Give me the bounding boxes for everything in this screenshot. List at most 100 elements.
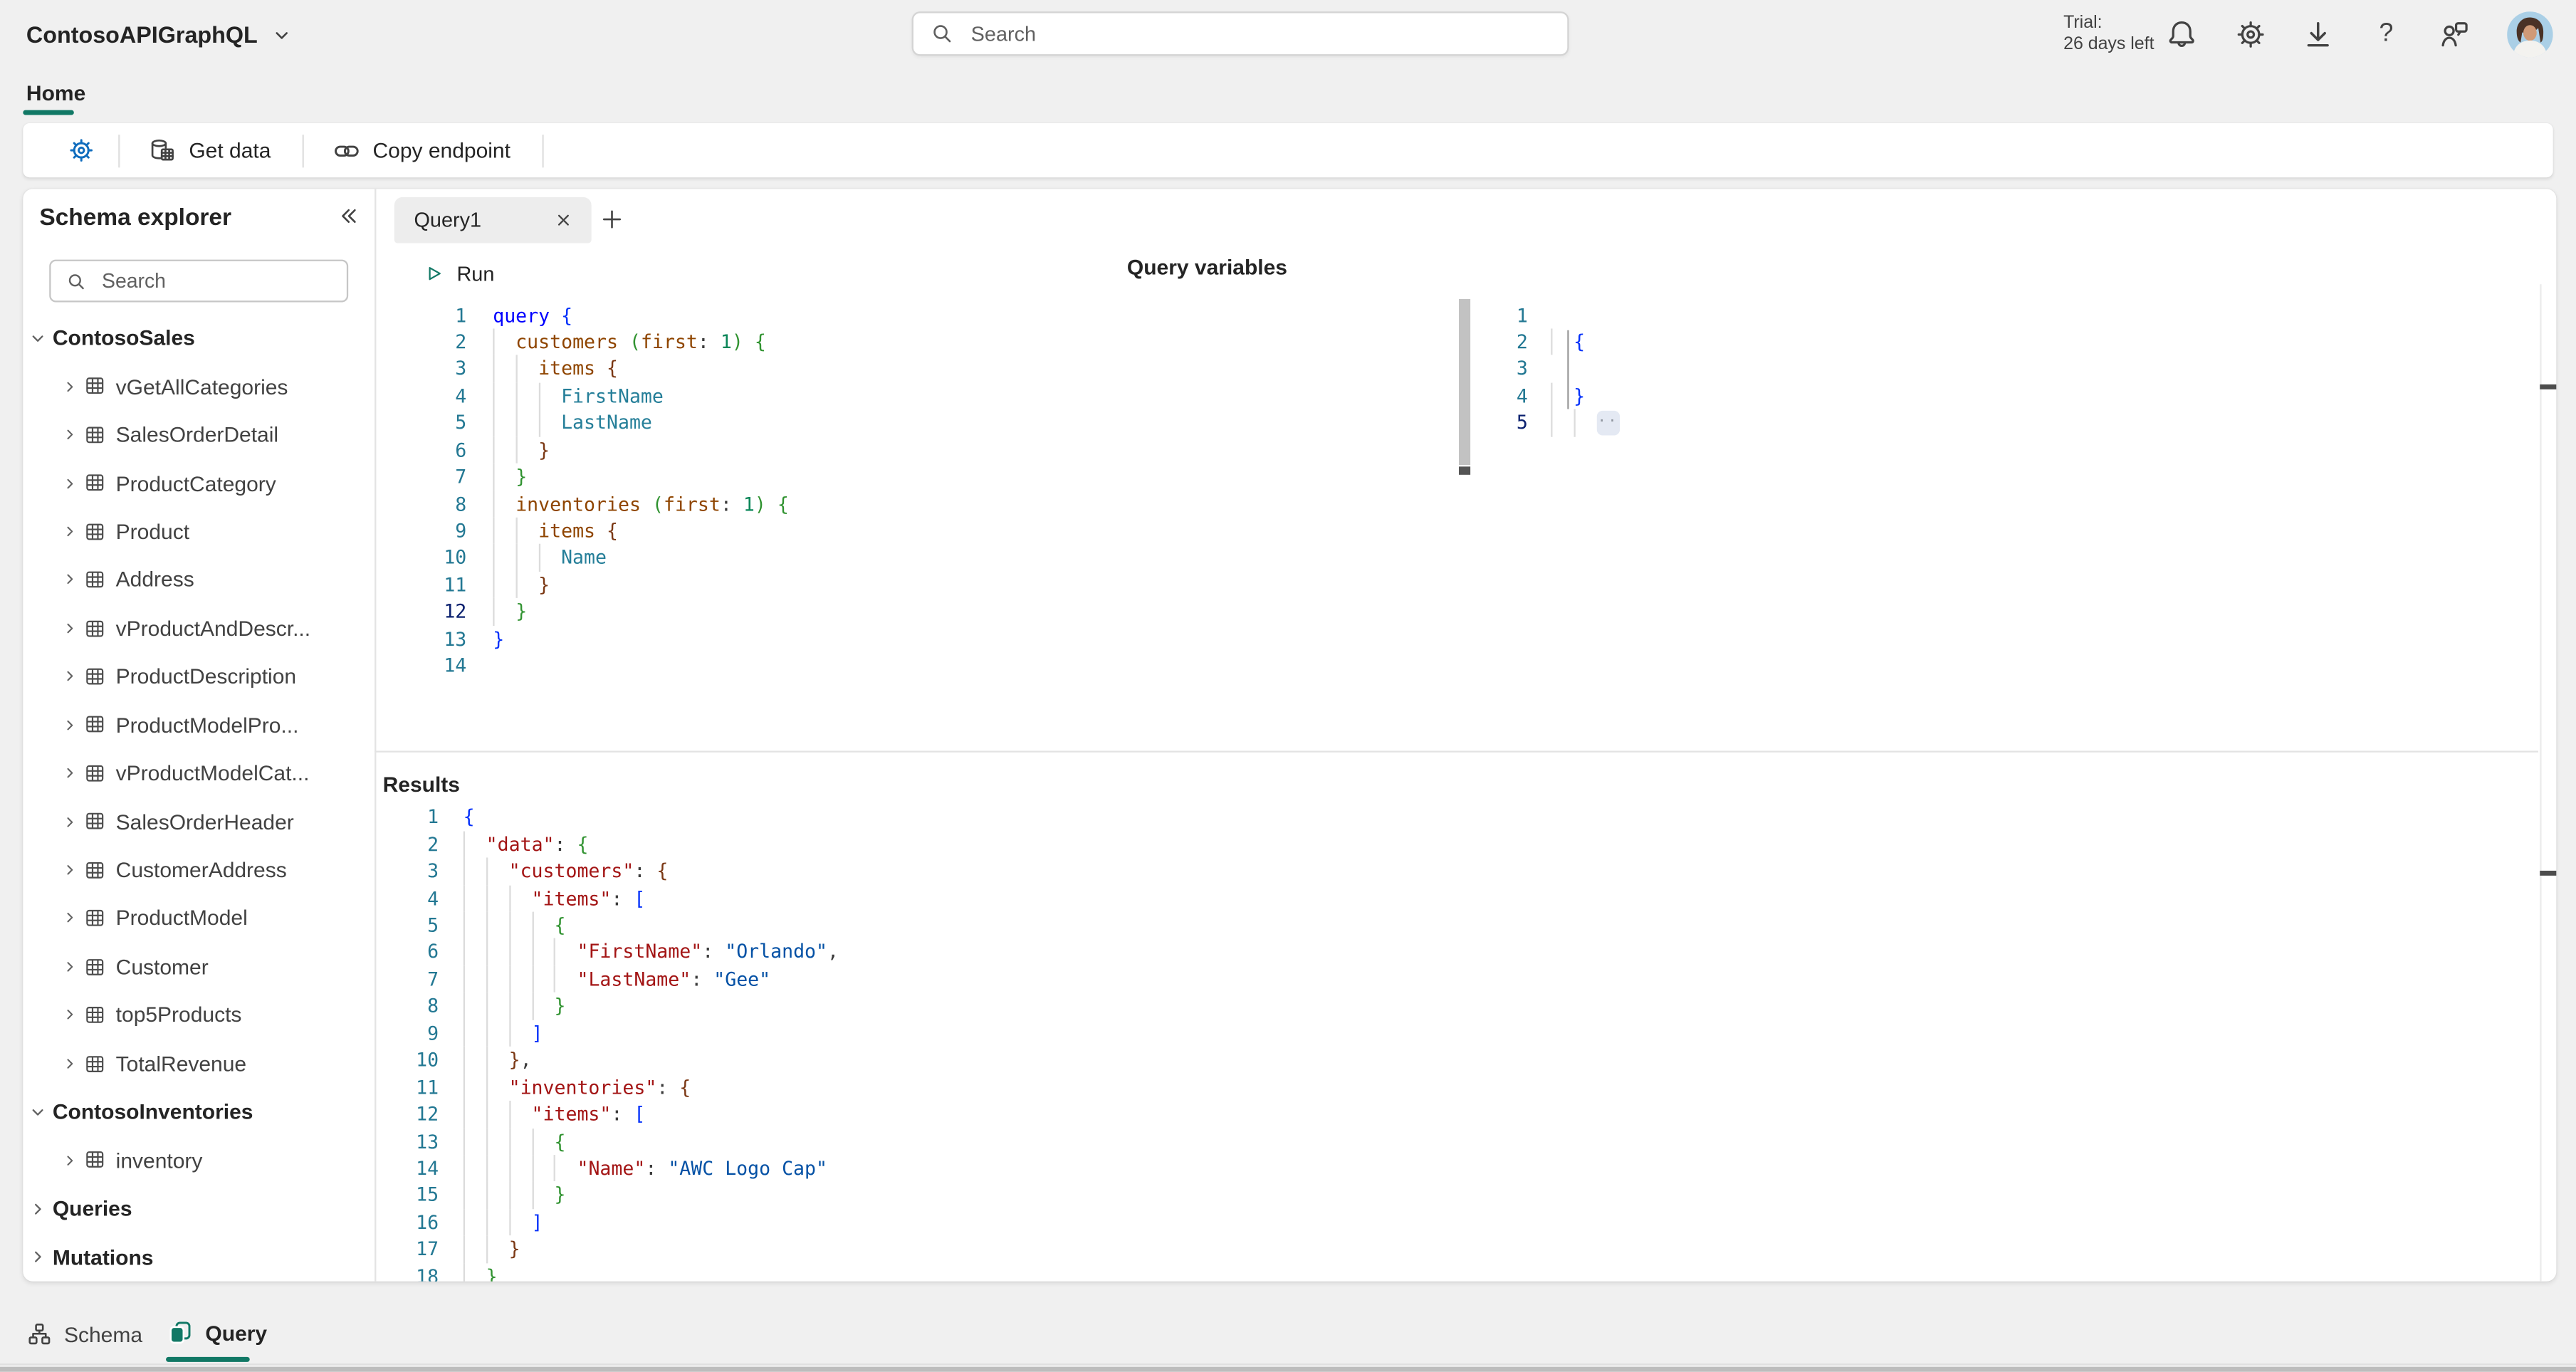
- notifications-bell-icon[interactable]: [2165, 18, 2198, 51]
- tree-item-salesorderdetail[interactable]: SalesOrderDetail: [23, 411, 372, 459]
- results-divider: [375, 750, 2538, 753]
- line-number: 9: [455, 519, 467, 543]
- view-tab-query[interactable]: Query: [166, 1314, 267, 1351]
- toolbar-divider: [118, 134, 120, 167]
- code-line: 4 FirstName: [396, 382, 789, 410]
- table-icon: [84, 1004, 106, 1026]
- tree-item-salesorderheader[interactable]: SalesOrderHeader: [23, 797, 372, 846]
- chevron-right-icon: [63, 959, 78, 974]
- tree-item-customeraddress[interactable]: CustomerAddress: [23, 846, 372, 894]
- run-query-button[interactable]: Run: [424, 260, 494, 288]
- scroll-indicator[interactable]: [2540, 383, 2557, 389]
- tree-group-contosoinventories[interactable]: ContosoInventories: [23, 1087, 372, 1136]
- tree-item-productmodelpro[interactable]: ProductModelPro...: [23, 701, 372, 749]
- search-icon: [930, 21, 955, 46]
- tree-item-label: top5Products: [115, 1002, 242, 1027]
- tree-group-mutations[interactable]: Mutations: [23, 1232, 372, 1281]
- tree-group-contososales[interactable]: ContosoSales: [23, 314, 372, 362]
- graphql-query-editor[interactable]: 1 query {2 customers (first: 1) {3 items …: [396, 301, 789, 679]
- tree-item-productdescription[interactable]: ProductDescription: [23, 652, 372, 701]
- tree-item-top5products[interactable]: top5Products: [23, 991, 372, 1040]
- tree-item-label: ProductDescription: [115, 664, 297, 689]
- code-line: 14 "Name": "AWC Logo Cap": [396, 1155, 839, 1182]
- line-number: 4: [427, 886, 439, 910]
- code-line: 16 ]: [396, 1208, 839, 1236]
- chevron-right-icon: [63, 766, 78, 781]
- line-number: 17: [416, 1237, 439, 1261]
- tree-item-product[interactable]: Product: [23, 507, 372, 555]
- query-view-label: Query: [205, 1319, 268, 1345]
- tree-item-vgetallcategories[interactable]: vGetAllCategories: [23, 362, 372, 411]
- tree-group-queries[interactable]: Queries: [23, 1184, 372, 1232]
- tree-item-label: ContosoInventories: [52, 1099, 253, 1124]
- tree-item-totalrevenue[interactable]: TotalRevenue: [23, 1040, 372, 1088]
- line-number: 7: [455, 465, 467, 488]
- line-number: 7: [427, 967, 439, 991]
- table-icon: [84, 907, 106, 929]
- schema-explorer-title: Schema explorer: [39, 205, 232, 232]
- feedback-icon[interactable]: [2438, 18, 2471, 51]
- tree-item-address[interactable]: Address: [23, 555, 372, 604]
- help-icon[interactable]: ?: [2379, 19, 2394, 48]
- line-number: 1: [1516, 303, 1528, 327]
- view-tab-schema[interactable]: Schema: [26, 1316, 142, 1352]
- code-line: 4 "items": [: [396, 884, 839, 912]
- copy-endpoint-button[interactable]: Copy endpoint: [323, 130, 518, 169]
- schema-search: [49, 259, 349, 303]
- scroll-indicator[interactable]: [2540, 870, 2557, 876]
- get-data-button[interactable]: Get data: [140, 130, 279, 169]
- code-line: 8 inventories (first: 1) {: [396, 490, 789, 518]
- query-tab[interactable]: Query1: [394, 196, 592, 243]
- search-icon: [66, 271, 87, 292]
- tree-item-productcategory[interactable]: ProductCategory: [23, 459, 372, 507]
- tree-item-customer[interactable]: Customer: [23, 943, 372, 991]
- main-panel: Schema explorer ContosoSales vGetAllCateg…: [23, 189, 2557, 1282]
- line-number: 4: [1516, 384, 1528, 407]
- schema-search-input[interactable]: [98, 268, 347, 295]
- scrollbar-thumb[interactable]: [1458, 298, 1470, 465]
- chevron-down-icon: [30, 330, 46, 346]
- query-view-icon: [166, 1319, 194, 1346]
- download-icon[interactable]: [2302, 18, 2335, 51]
- line-number: 16: [416, 1210, 439, 1234]
- app-title-menu[interactable]: ContosoAPIGraphQL: [26, 0, 290, 69]
- trial-days-left: 26 days left: [2063, 34, 2154, 55]
- bottom-scrollbar-strip[interactable]: [0, 1366, 2576, 1372]
- tree-item-inventory[interactable]: inventory: [23, 1136, 372, 1184]
- api-settings-button[interactable]: [68, 137, 95, 164]
- tab-home[interactable]: Home: [26, 79, 86, 105]
- schema-view-label: Schema: [63, 1321, 143, 1346]
- tree-item-productmodel[interactable]: ProductModel: [23, 894, 372, 943]
- code-line: 14: [396, 652, 789, 679]
- global-search-input[interactable]: [968, 20, 1568, 47]
- code-line: 15 }: [396, 1181, 839, 1209]
- tree-item-vproductmodelcat[interactable]: vProductModelCat...: [23, 749, 372, 797]
- line-number: 12: [416, 1102, 439, 1126]
- bottom-strip: [0, 1363, 2576, 1366]
- user-avatar[interactable]: [2506, 11, 2553, 58]
- line-number: 6: [455, 438, 467, 461]
- tree-item-label: vGetAllCategories: [115, 374, 288, 399]
- tab-home-indicator: [23, 109, 74, 115]
- table-icon: [84, 569, 106, 591]
- code-line: 10 Name: [396, 544, 789, 572]
- chevron-right-icon: [63, 572, 78, 587]
- line-number: 12: [444, 599, 467, 624]
- copy-endpoint-label: Copy endpoint: [372, 137, 511, 163]
- close-icon[interactable]: [555, 211, 572, 228]
- results-viewer[interactable]: 1{2 "data": {3 "customers": {4 "items": …: [396, 804, 839, 1282]
- line-number: 5: [1516, 411, 1528, 434]
- line-number: 14: [416, 1156, 439, 1180]
- settings-gear-icon[interactable]: [2234, 18, 2266, 51]
- header-icons: ?: [2165, 0, 2553, 69]
- chevron-right-icon: [63, 1007, 78, 1022]
- app-title: ContosoAPIGraphQL: [26, 21, 258, 48]
- code-line: 1 query {: [396, 301, 789, 328]
- new-tab-button[interactable]: [600, 207, 624, 232]
- collapse-panel-button[interactable]: [335, 204, 362, 230]
- tree-item-vproductanddescr[interactable]: vProductAndDescr...: [23, 604, 372, 652]
- scrollbar-handle[interactable]: [1458, 466, 1470, 474]
- line-number: 1: [455, 303, 467, 327]
